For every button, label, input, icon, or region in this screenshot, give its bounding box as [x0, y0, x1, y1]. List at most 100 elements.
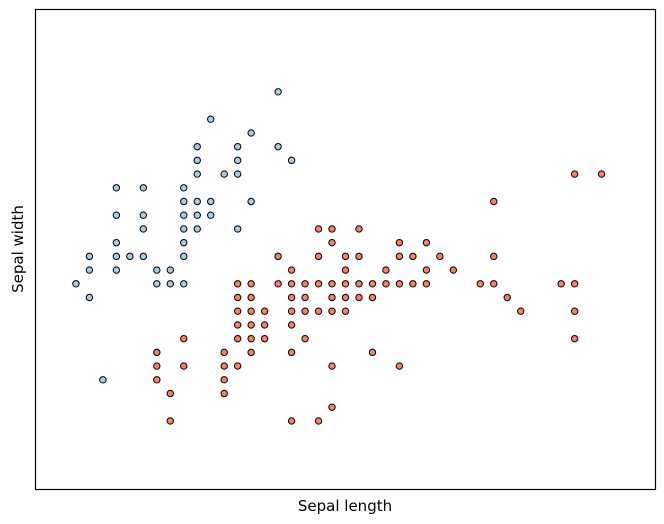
- data-point: [247, 129, 255, 137]
- points-layer: [72, 88, 606, 425]
- data-point: [395, 362, 404, 370]
- data-point: [207, 115, 215, 123]
- data-point: [517, 307, 525, 315]
- data-point: [166, 389, 174, 398]
- data-point: [570, 170, 579, 178]
- data-point: [193, 170, 201, 178]
- data-point: [287, 348, 296, 357]
- data-point: [153, 348, 161, 357]
- data-point: [355, 280, 363, 288]
- data-point: [247, 293, 255, 302]
- data-point: [341, 307, 350, 315]
- data-point: [341, 280, 350, 288]
- data-point: [112, 184, 121, 192]
- data-point: [314, 417, 323, 425]
- data-point: [341, 252, 350, 261]
- data-point: [220, 376, 228, 384]
- data-point: [233, 170, 242, 178]
- data-point: [287, 307, 296, 315]
- data-point: [422, 266, 431, 274]
- data-point: [180, 252, 188, 261]
- x-axis-label: Sepal length: [298, 497, 392, 515]
- data-point: [180, 238, 188, 247]
- data-point: [220, 348, 228, 357]
- data-point: [328, 307, 336, 315]
- data-point: [395, 252, 404, 261]
- data-point: [180, 211, 188, 219]
- data-point: [328, 238, 336, 247]
- data-point: [99, 376, 107, 384]
- data-point: [328, 225, 336, 233]
- data-point: [382, 266, 390, 274]
- data-point: [395, 238, 404, 247]
- data-point: [247, 280, 255, 288]
- data-point: [409, 252, 417, 261]
- data-point: [139, 252, 148, 261]
- data-point: [193, 156, 201, 165]
- data-point: [180, 225, 188, 233]
- data-point: [355, 225, 363, 233]
- data-point: [247, 348, 255, 357]
- data-point: [233, 280, 242, 288]
- data-point: [436, 252, 444, 261]
- data-point: [570, 334, 579, 343]
- data-point: [139, 225, 148, 233]
- data-point: [570, 280, 579, 288]
- data-point: [153, 280, 161, 288]
- data-point: [126, 252, 134, 261]
- data-point: [503, 293, 511, 302]
- data-point: [395, 280, 404, 288]
- data-point: [260, 307, 269, 315]
- data-point: [193, 197, 201, 206]
- data-point: [274, 252, 282, 261]
- data-point: [328, 280, 336, 288]
- data-point: [314, 307, 323, 315]
- data-point: [233, 307, 242, 315]
- data-point: [112, 252, 121, 261]
- data-point: [287, 156, 296, 165]
- data-point: [139, 184, 148, 192]
- data-point: [328, 293, 336, 302]
- data-point: [166, 417, 174, 425]
- data-point: [355, 293, 363, 302]
- data-point: [85, 293, 94, 302]
- data-point: [112, 266, 121, 274]
- data-point: [220, 170, 228, 178]
- data-point: [233, 156, 242, 165]
- data-point: [153, 266, 161, 274]
- data-point: [422, 238, 431, 247]
- data-point: [193, 225, 201, 233]
- data-point: [301, 280, 309, 288]
- data-point: [247, 334, 255, 343]
- data-point: [287, 266, 296, 274]
- data-point: [287, 280, 296, 288]
- data-point: [314, 252, 323, 261]
- data-point: [382, 280, 390, 288]
- data-point: [153, 376, 161, 384]
- data-point: [570, 307, 579, 315]
- y-axis-label: Sepal width: [9, 205, 27, 293]
- data-point: [85, 252, 94, 261]
- data-point: [409, 280, 417, 288]
- data-point: [180, 184, 188, 192]
- data-point: [233, 334, 242, 343]
- data-point: [153, 362, 161, 370]
- data-point: [207, 197, 215, 206]
- data-point: [247, 307, 255, 315]
- data-point: [166, 280, 174, 288]
- plot-area-frame: [34, 8, 657, 491]
- data-point: [180, 362, 188, 370]
- data-point: [274, 88, 282, 96]
- data-point: [449, 266, 458, 274]
- data-point: [85, 266, 94, 274]
- data-point: [422, 280, 431, 288]
- data-point: [233, 362, 242, 370]
- data-point: [233, 321, 242, 329]
- data-point: [490, 252, 498, 261]
- data-point: [233, 142, 242, 151]
- data-point: [260, 321, 269, 329]
- data-point: [207, 211, 215, 219]
- data-point: [301, 293, 309, 302]
- data-point: [180, 334, 188, 343]
